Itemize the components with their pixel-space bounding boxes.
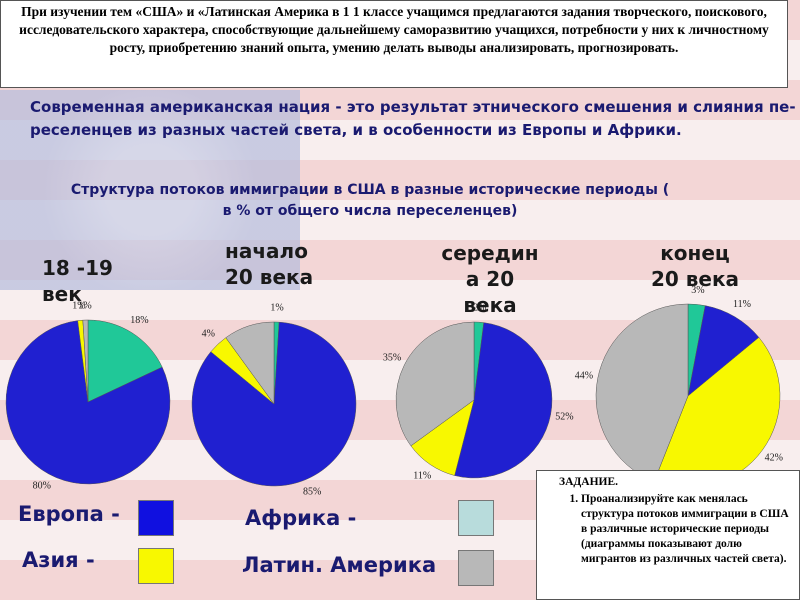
legend-swatch: [138, 548, 174, 584]
data-label: 42%: [765, 453, 783, 464]
pie-slice: [395, 321, 475, 447]
pie-slice: [87, 319, 163, 403]
pie-slice: [225, 321, 275, 405]
pie-title: конец 20 века: [650, 241, 740, 291]
data-label: 11%: [413, 470, 431, 481]
pie-slice: [454, 322, 553, 479]
legend-swatch: [458, 500, 494, 536]
data-label: 11%: [733, 299, 751, 310]
task-box: ЗАДАНИЕ. Проанализируйте как менялась ст…: [536, 470, 800, 600]
data-label: 44%: [575, 370, 593, 381]
data-label: 85%: [303, 486, 321, 497]
pie-title: середин а 20 века: [441, 241, 539, 317]
legend-label: Африка -: [245, 506, 357, 530]
data-label: 4%: [202, 328, 215, 339]
pie-slice: [82, 319, 89, 403]
pie-title: начало 20 века: [225, 239, 314, 289]
charts-subtitle: Структура потоков иммиграции в США в раз…: [70, 182, 670, 219]
data-label: 1%: [270, 302, 283, 313]
legend-label: Европа -: [18, 502, 120, 526]
data-label: 2%: [473, 302, 486, 313]
task-list: Проанализируйте как менялась структура п…: [543, 492, 793, 567]
legend-swatch: [138, 500, 174, 536]
header-box: При изучении тем «США» и «Латинская Амер…: [0, 0, 788, 88]
data-label: 3%: [691, 285, 704, 296]
data-label: 1%: [78, 300, 91, 311]
pie-slice: [595, 303, 689, 482]
data-label: 18%: [130, 315, 148, 326]
pie-slice: [5, 320, 171, 485]
legend-label: Азия -: [22, 548, 95, 572]
data-label: 52%: [555, 412, 573, 423]
legend-swatch: [458, 550, 494, 586]
pie-title: 18 -19 век: [42, 256, 113, 306]
data-label: 35%: [383, 353, 401, 364]
data-label: 1%: [72, 301, 85, 312]
task-heading: ЗАДАНИЕ.: [559, 476, 619, 488]
intro-text: Современная американская нация - это рез…: [30, 98, 796, 139]
data-label: 80%: [33, 480, 51, 491]
task-item: Проанализируйте как менялась структура п…: [581, 492, 793, 567]
flag-backdrop: [0, 90, 300, 290]
legend-label: Латин. Америка: [242, 553, 437, 577]
